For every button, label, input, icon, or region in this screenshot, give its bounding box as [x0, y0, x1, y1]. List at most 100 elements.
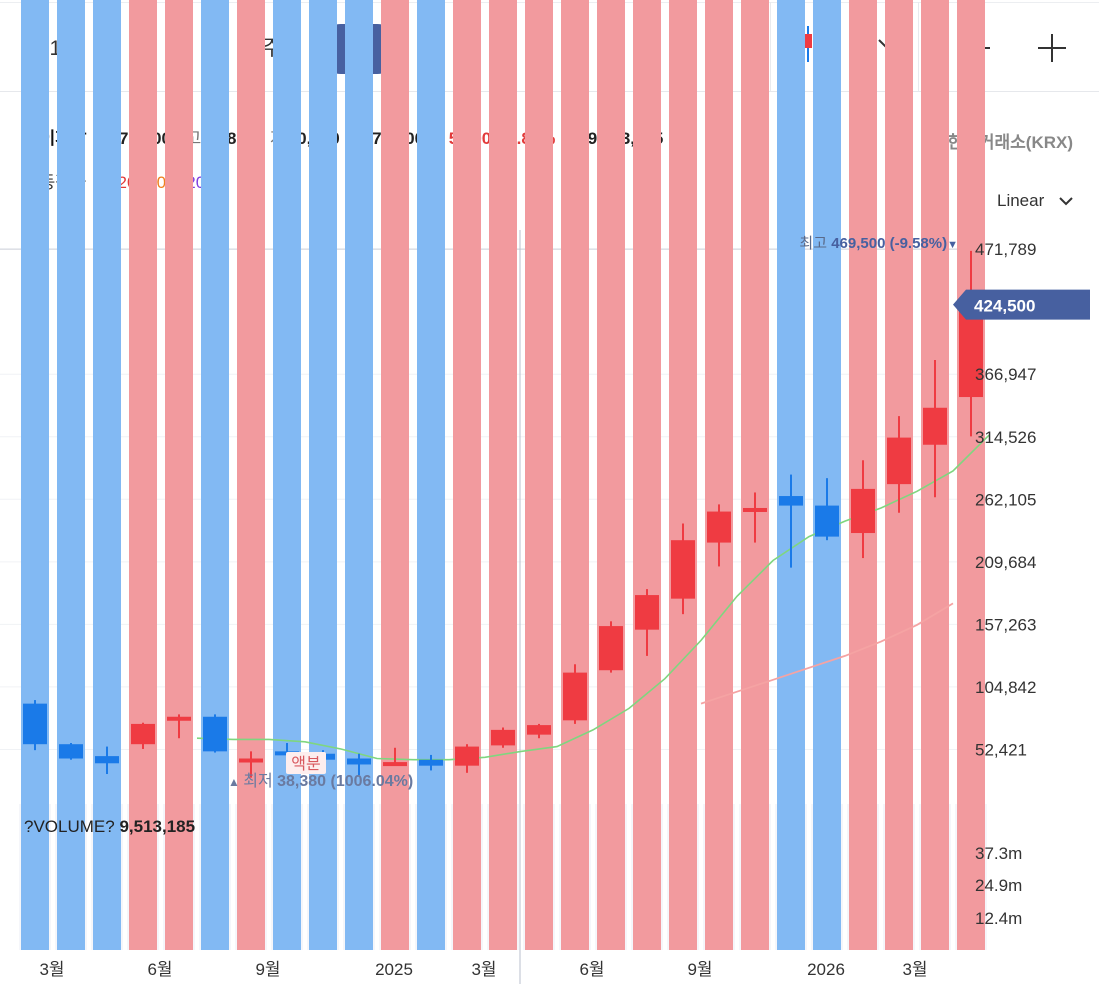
- price-tick-label: 471,789: [975, 240, 1036, 259]
- moving-average-label: 이동평균: [24, 173, 87, 192]
- chevron-down-icon: [878, 39, 892, 48]
- candle-body: [239, 758, 263, 763]
- volume-column-background: [811, 804, 843, 950]
- candlestick-icon: [804, 24, 841, 66]
- candle-body: [851, 488, 875, 534]
- volume-backgrounds: [19, 804, 987, 950]
- high-annotation-prefix: 최고: [799, 235, 831, 252]
- low-value: 60,000: [287, 129, 340, 148]
- timeframe-month-tab[interactable]: 월: [316, 24, 402, 74]
- candle-body: [167, 716, 191, 721]
- volume-column-background: [343, 804, 375, 950]
- price-axis: 471,789 366,947 314,526 262,105 209,684 157,2…: [953, 240, 1090, 759]
- ma5-line: [196, 434, 990, 761]
- low-marker-icon: ▲: [228, 775, 243, 789]
- volume-bar: [741, 0, 769, 950]
- chart-type-button[interactable]: [795, 22, 905, 72]
- volume-series-value: 9,513,185: [119, 817, 195, 836]
- time-tick-label: 9월: [255, 960, 280, 979]
- open-label: 시: [101, 129, 117, 148]
- time-tick-label: 3월: [471, 960, 496, 979]
- volume-bar: [777, 0, 805, 950]
- volume-column-background: [415, 804, 447, 950]
- volume-column-background: [91, 804, 123, 950]
- ma120-label: 120: [176, 173, 206, 192]
- close-value: 75,300: [372, 129, 425, 148]
- close-label: 종: [354, 129, 371, 148]
- price-tick-label: 157,263: [975, 615, 1036, 634]
- time-tick-label: 3월: [902, 960, 927, 979]
- price-tick-label: 209,684: [975, 553, 1036, 572]
- high-annotation-text: 469,500 (-9.58%): [831, 235, 947, 252]
- ma20-line: [700, 602, 954, 705]
- change-arrow-icon: ▲: [432, 133, 445, 147]
- ma20-label: 20: [117, 173, 137, 192]
- time-tick-label: 6월: [147, 960, 172, 979]
- minus-icon[interactable]: [960, 34, 992, 62]
- candle-body: [563, 672, 587, 721]
- candle-body: [815, 505, 839, 537]
- grid-lines: [0, 248, 965, 750]
- volume-column-background: [451, 804, 483, 950]
- price-tick-label: 52,421: [975, 740, 1027, 759]
- low-price-annotation: ▲ 최저 38,380 (1006.04%): [228, 772, 413, 790]
- volume-series-name: ?VOLUME?: [24, 817, 119, 836]
- volume-column-background: [235, 804, 267, 950]
- candle-body: [779, 496, 803, 506]
- low-label: 저: [270, 129, 286, 148]
- candle-body: [923, 407, 947, 445]
- volume-column-background: [883, 804, 915, 950]
- volume-column-background: [199, 804, 231, 950]
- toolbar: 1분 일 주 월: [0, 0, 1099, 92]
- timeframe-week-tab[interactable]: 주: [262, 37, 282, 60]
- stock-info-bar: 에이피알 시 70,500 고 77,800 저 60,000 종 75,300 ▲ 5,…: [24, 124, 673, 149]
- time-axis: 3월 6월 9월 2025 3월 6월 9월 2026 3월: [39, 960, 927, 979]
- candle-body: [383, 762, 407, 767]
- toolbar-divider: [770, 2, 771, 91]
- candle-body: [131, 723, 155, 745]
- volume-bar: [849, 0, 877, 950]
- low-annotation-prefix: 최저: [243, 772, 277, 790]
- price-tick-label: 314,526: [975, 428, 1036, 447]
- volume-series-label: ?VOLUME? 9,513,185: [24, 817, 195, 836]
- high-price-annotation: 최고 469,500 (-9.58%)▼: [799, 235, 958, 252]
- price-tick-label: 104,842: [975, 678, 1036, 697]
- price-tick-label: 262,105: [975, 490, 1036, 509]
- high-label: 고: [185, 129, 202, 148]
- chevron-down-icon: [104, 44, 118, 53]
- candle-body: [887, 437, 911, 485]
- candle-body: [203, 716, 227, 752]
- exchange-label: 한국거래소(KRX): [947, 133, 1073, 152]
- volume-column-background: [19, 804, 51, 950]
- timeframe-minute-dropdown[interactable]: 1분: [24, 24, 134, 74]
- volume-bar: [705, 0, 733, 950]
- volume-bar: [813, 0, 841, 950]
- candle-body: [23, 703, 47, 745]
- volume-column-background: [631, 804, 663, 950]
- toolbar-divider: [918, 2, 919, 91]
- ma5-label: 5: [97, 173, 107, 192]
- volume-column-background: [955, 804, 987, 950]
- low-annotation-text: 38,380 (1006.04%): [277, 773, 413, 790]
- scale-mode-label: Linear: [997, 191, 1045, 210]
- candle-body: [743, 507, 767, 512]
- volume-column-background: [523, 804, 555, 950]
- volume-column-background: [271, 804, 303, 950]
- volume-column-background: [55, 804, 87, 950]
- volume-column-background: [595, 804, 627, 950]
- timeframe-day-tab[interactable]: 일: [175, 37, 195, 60]
- moving-average-legend[interactable]: 이동평균 5 20 60 120: [24, 168, 205, 193]
- plus-icon[interactable]: [1036, 32, 1068, 64]
- volume-column-background: [487, 804, 519, 950]
- high-value: 77,800: [203, 129, 256, 148]
- chevron-down-icon: [1059, 197, 1073, 206]
- candle-body: [95, 756, 119, 764]
- candle-body: [599, 626, 623, 671]
- candle-body: [455, 746, 479, 766]
- time-tick-label: 2026: [807, 960, 845, 979]
- event-label: 액분: [291, 755, 320, 773]
- candles: [23, 250, 983, 778]
- candle-body: [527, 725, 551, 735]
- scale-mode-dropdown[interactable]: Linear: [997, 191, 1073, 211]
- stock-name: 에이피알: [24, 129, 87, 148]
